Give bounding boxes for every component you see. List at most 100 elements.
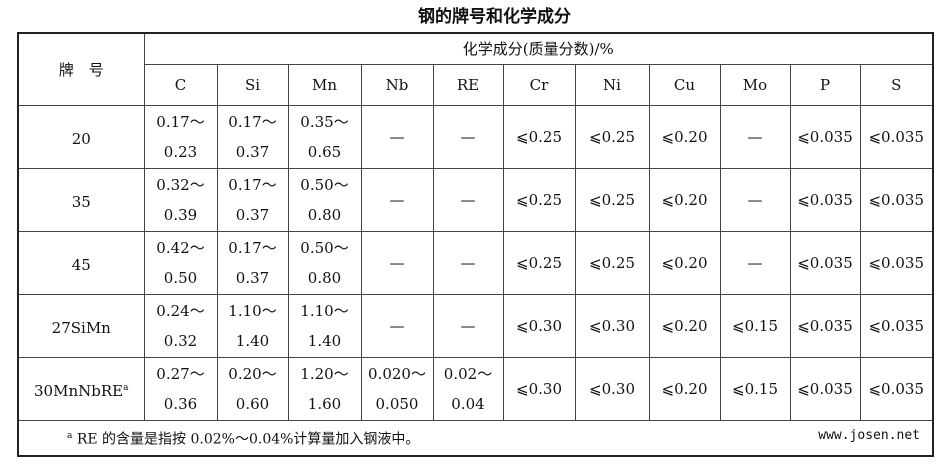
value-line: 0.27～	[156, 365, 205, 383]
value-line: 0.65	[307, 143, 342, 161]
value-line: ⩽0.25	[516, 191, 562, 209]
value-line: ⩽0.30	[516, 380, 562, 398]
value-cell: —	[360, 294, 434, 358]
value-cell: ⩽0.035	[859, 231, 934, 295]
value-cell: 0.17～ 0.23	[143, 105, 218, 169]
value-cell: —	[719, 231, 791, 295]
value-line: ⩽0.30	[589, 317, 635, 335]
table-row: 35 0.32～ 0.39 0.17～ 0.37 0.50～ 0.80 — — ⩽0.25 ⩽0.2…	[17, 168, 934, 232]
value-cell: —	[432, 105, 504, 169]
grade-cell: 30MnNbREa	[17, 357, 145, 421]
value-line: ⩽0.30	[589, 380, 635, 398]
column-header-re: RE	[432, 64, 504, 106]
grade-cell: 20	[17, 105, 145, 169]
grade-label: 45	[71, 255, 91, 274]
value-line: —	[747, 128, 763, 146]
value-line: —	[747, 191, 763, 209]
value-cell: ⩽0.20	[648, 231, 721, 295]
value-cell: ⩽0.20	[648, 168, 721, 232]
value-line: 0.37	[235, 206, 270, 224]
value-cell: ⩽0.20	[648, 294, 721, 358]
value-line: —	[389, 128, 405, 146]
grade-label: 35	[71, 192, 91, 211]
value-cell: ⩽0.30	[502, 357, 576, 421]
table-title: 钢的牌号和化学成分	[418, 7, 571, 27]
footnote-mark: a	[67, 431, 73, 442]
value-line: 0.37	[235, 269, 270, 287]
value-line: ⩽0.20	[661, 380, 708, 398]
value-cell: 0.50～ 0.80	[287, 231, 362, 295]
value-line: ⩽0.035	[868, 128, 924, 146]
footnote: a RE 的含量是指按 0.02%～0.04%计算量加入钢液中。 www.jose…	[17, 420, 934, 457]
value-line: 0.24～	[156, 302, 205, 320]
value-line: ⩽0.035	[797, 380, 853, 398]
value-line: ⩽0.25	[589, 128, 635, 146]
value-cell: ⩽0.035	[859, 105, 934, 169]
value-cell: ⩽0.035	[859, 168, 934, 232]
value-line: 1.10～	[228, 302, 277, 320]
value-line: 0.17～	[228, 176, 277, 194]
value-line: —	[389, 317, 405, 335]
value-line: ⩽0.035	[868, 380, 924, 398]
grade-label: 27SiMn	[51, 318, 111, 337]
value-cell: 0.24～ 0.32	[143, 294, 218, 358]
value-line: 0.04	[451, 395, 485, 413]
value-cell: 0.42～ 0.50	[143, 231, 218, 295]
grade-label: 20	[71, 129, 91, 148]
value-line: —	[389, 191, 405, 209]
value-cell: ⩽0.25	[574, 168, 650, 232]
value-line: ⩽0.035	[797, 317, 853, 335]
value-line: 0.17～	[228, 239, 277, 257]
footnote-ref: a	[123, 382, 129, 393]
value-line: ⩽0.20	[661, 317, 708, 335]
column-header-mn: Mn	[287, 64, 362, 106]
value-line: —	[747, 254, 763, 272]
column-header-mo: Mo	[719, 64, 791, 106]
value-line: ⩽0.035	[797, 128, 853, 146]
value-line: ⩽0.15	[732, 380, 778, 398]
value-line: 1.40	[235, 332, 270, 350]
value-line: ⩽0.25	[516, 254, 562, 272]
value-line: 0.50～	[300, 239, 349, 257]
value-line: —	[460, 254, 476, 272]
value-cell: ⩽0.035	[859, 357, 934, 421]
grade-cell: 35	[17, 168, 145, 232]
value-cell: ⩽0.035	[789, 168, 861, 232]
value-line: ⩽0.30	[516, 317, 562, 335]
value-line: 0.32～	[156, 176, 205, 194]
composition-table: 牌 号 化学成分(质量分数)/% C Si Mn Nb RE Cr Ni Cu Mo P S 20 0…	[17, 32, 934, 457]
value-line: ⩽0.20	[661, 128, 708, 146]
table-row: 30MnNbREa 0.27～ 0.36 0.20～ 0.60 1.20～ 1.60 0.02…	[17, 357, 934, 421]
value-line: 0.35～	[300, 113, 349, 131]
value-line: 0.23	[163, 143, 198, 161]
value-cell: 1.20～ 1.60	[287, 357, 362, 421]
value-line: 0.39	[163, 206, 198, 224]
value-cell: ⩽0.25	[502, 168, 576, 232]
value-line: —	[460, 191, 476, 209]
column-header-nb: Nb	[360, 64, 434, 106]
value-cell: ⩽0.30	[502, 294, 576, 358]
value-cell: —	[719, 168, 791, 232]
value-line: ⩽0.035	[797, 254, 853, 272]
value-cell: ⩽0.30	[574, 357, 650, 421]
value-cell: 0.17～ 0.37	[216, 168, 289, 232]
value-cell: ⩽0.25	[502, 105, 576, 169]
value-cell: ⩽0.20	[648, 105, 721, 169]
value-line: —	[389, 254, 405, 272]
value-cell: ⩽0.20	[648, 357, 721, 421]
value-cell: ⩽0.15	[719, 357, 791, 421]
value-cell: ⩽0.035	[789, 357, 861, 421]
value-cell: ⩽0.035	[859, 294, 934, 358]
value-cell: —	[432, 294, 504, 358]
value-line: 0.50	[163, 269, 198, 287]
value-line: 0.80	[307, 269, 342, 287]
value-line: 1.20～	[300, 365, 349, 383]
value-line: 0.37	[235, 143, 270, 161]
watermark-url: www.josen.net	[818, 428, 920, 444]
value-line: 0.42～	[156, 239, 205, 257]
grade-label: 30MnNbRE	[34, 381, 124, 400]
grade-header: 牌 号	[17, 32, 145, 106]
value-line: 0.32	[163, 332, 198, 350]
value-line: ⩽0.25	[589, 191, 635, 209]
value-cell: ⩽0.25	[574, 105, 650, 169]
